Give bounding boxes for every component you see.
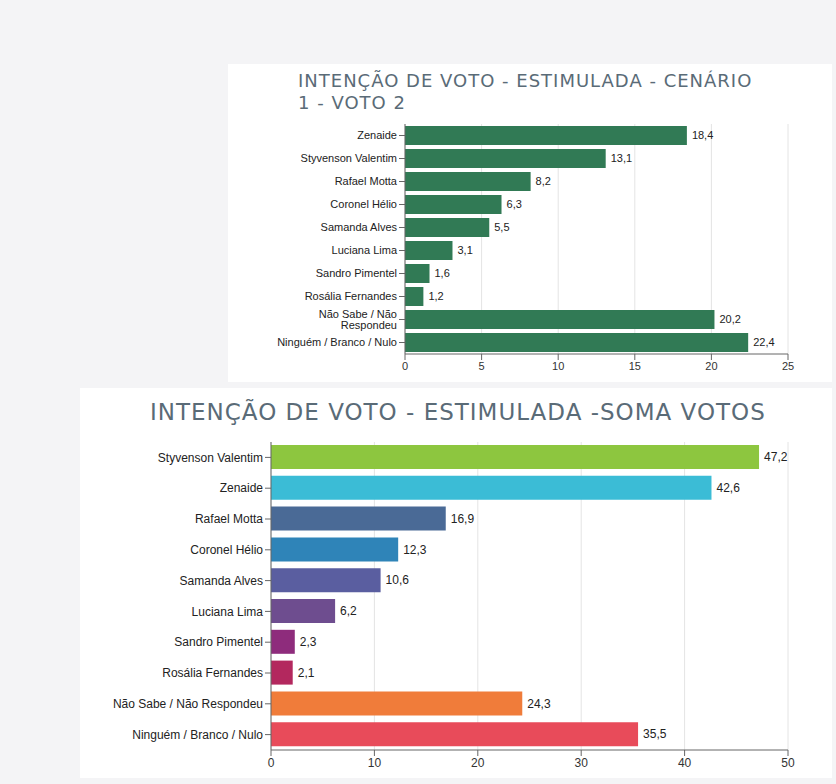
svg-text:Zenaide: Zenaide [357, 129, 397, 141]
svg-text:40: 40 [678, 756, 692, 770]
svg-text:Rafael Motta: Rafael Motta [195, 512, 263, 526]
svg-text:2,3: 2,3 [300, 635, 317, 649]
svg-text:6,2: 6,2 [340, 604, 357, 618]
svg-text:16,9: 16,9 [451, 512, 475, 526]
svg-text:25: 25 [782, 360, 794, 372]
svg-text:6,3: 6,3 [507, 198, 522, 210]
svg-text:1,6: 1,6 [435, 267, 450, 279]
svg-text:Coronel Hélio: Coronel Hélio [330, 198, 397, 210]
svg-text:5: 5 [479, 360, 485, 372]
svg-text:Styvenson Valentim: Styvenson Valentim [158, 451, 263, 465]
svg-text:35,5: 35,5 [643, 727, 667, 741]
svg-text:30: 30 [575, 756, 589, 770]
svg-text:1,2: 1,2 [428, 290, 443, 302]
svg-text:3,1: 3,1 [457, 244, 472, 256]
svg-text:10: 10 [368, 756, 382, 770]
html-text:INTENÇÃO DE VOTO - ESTIMULADA: INTENÇÃO DE VOTO - ESTIMULADA - CENÁRIO … [298, 70, 753, 113]
svg-text:Luciana Lima: Luciana Lima [192, 605, 264, 619]
svg-text:Styvenson Valentim: Styvenson Valentim [301, 152, 397, 164]
svg-text:24,3: 24,3 [527, 697, 551, 711]
svg-text:42,6: 42,6 [716, 481, 740, 495]
svg-text:Rosália Fernandes: Rosália Fernandes [162, 666, 263, 680]
svg-text:10: 10 [552, 360, 564, 372]
svg-text:12,3: 12,3 [403, 543, 427, 557]
svg-text:18,4: 18,4 [692, 129, 713, 141]
svg-text:Ninguém / Branco / Nulo: Ninguém / Branco / Nulo [132, 728, 263, 742]
svg-text:Sandro Pimentel: Sandro Pimentel [174, 635, 263, 649]
svg-text:Samanda Alves: Samanda Alves [180, 574, 263, 588]
svg-text:Não Sabe / Não Respondeu: Não Sabe / Não Respondeu [113, 697, 263, 711]
svg-text:20,2: 20,2 [719, 313, 740, 325]
svg-text:0: 0 [402, 360, 408, 372]
svg-text:Sandro Pimentel: Sandro Pimentel [316, 267, 397, 279]
svg-text:20: 20 [705, 360, 717, 372]
svg-text:47,2: 47,2 [764, 450, 788, 464]
svg-text:2,1: 2,1 [298, 666, 315, 680]
svg-text:Luciana Lima: Luciana Lima [332, 244, 398, 256]
svg-text:Zenaide: Zenaide [220, 481, 264, 495]
svg-text:0: 0 [268, 756, 275, 770]
svg-text:22,4: 22,4 [753, 336, 774, 348]
svg-text:50: 50 [781, 756, 795, 770]
svg-text:Ninguém / Branco / Nulo: Ninguém / Branco / Nulo [277, 336, 397, 348]
svg-text:13,1: 13,1 [611, 152, 632, 164]
svg-text:5,5: 5,5 [494, 221, 509, 233]
svg-text:Rafael Motta: Rafael Motta [335, 175, 398, 187]
svg-text:10,6: 10,6 [386, 573, 410, 587]
svg-text:Rosália Fernandes: Rosália Fernandes [305, 290, 398, 302]
svg-text:Não Sabe / NãoRespondeu: Não Sabe / NãoRespondeu [319, 308, 397, 331]
svg-text:Coronel Hélio: Coronel Hélio [190, 543, 263, 557]
svg-text:20: 20 [471, 756, 485, 770]
html-text:INTENÇÃO DE VOTO - ESTIMULADA: INTENÇÃO DE VOTO - ESTIMULADA -SOMA VOTO… [150, 399, 766, 426]
svg-text:Samanda Alves: Samanda Alves [321, 221, 398, 233]
svg-text:15: 15 [629, 360, 641, 372]
svg-text:8,2: 8,2 [536, 175, 551, 187]
